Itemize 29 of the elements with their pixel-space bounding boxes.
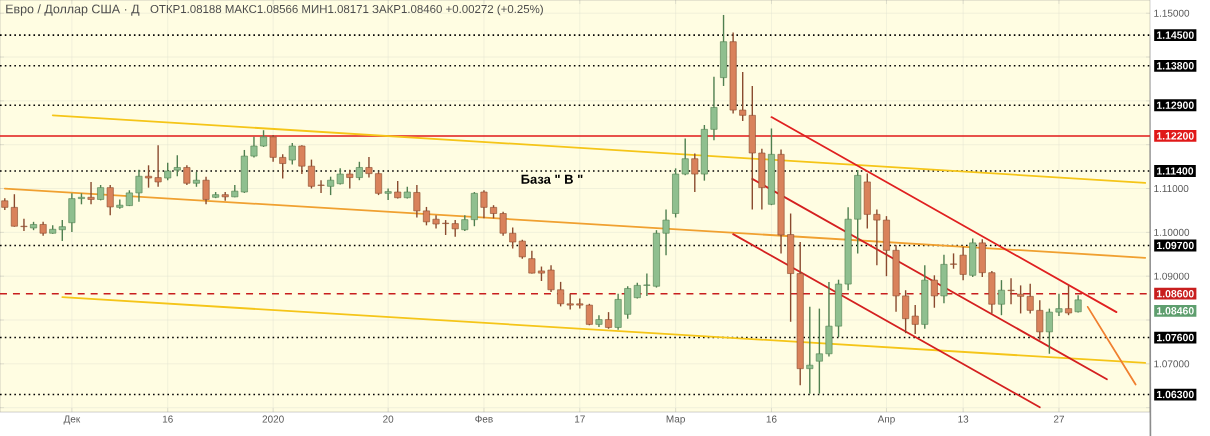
ref-line-label: 1.08600: [1157, 290, 1194, 298]
ref-line-label: 1.12200: [1157, 132, 1194, 140]
annotation: База " B ": [521, 174, 583, 184]
x-tick-label: Мар: [666, 415, 685, 425]
y-tick-label: 1.15000: [1154, 9, 1190, 17]
x-tick-label: 17: [575, 415, 585, 423]
ref-line-label: 1.07600: [1157, 333, 1194, 342]
y-tick-label: 1.07000: [1154, 360, 1190, 368]
x-tick-label: 16: [162, 415, 173, 423]
x-tick-label: 27: [1053, 415, 1064, 423]
ref-line-label: 1.09700: [1157, 241, 1194, 250]
chart-subtitle: ОТКР1.08188 МАКС1.08566 МИН1.08171 ЗАКР1.08460 +0.00272 (+0.25%): [150, 4, 543, 16]
x-tick-label: Фев: [475, 415, 493, 423]
x-tick-label: 20: [383, 415, 394, 423]
y-tick-label: 1.09000: [1154, 272, 1190, 280]
x-tick-label: 13: [958, 415, 969, 423]
ref-line-label: 1.11400: [1157, 167, 1194, 175]
ref-line-label: 1.06300: [1157, 390, 1194, 399]
y-tick-label: 1.11000: [1154, 185, 1189, 193]
text: 1.08460: [1157, 307, 1194, 315]
x-tick-label: Апр: [877, 415, 895, 425]
x-tick-label: 16: [766, 415, 777, 423]
chart-title: Евро / Доллар США · Д: [6, 4, 140, 16]
x-tick-label: 2020: [262, 415, 284, 423]
x-tick-label: Дек: [63, 415, 81, 425]
y-tick-label: 1.10000: [1154, 228, 1190, 236]
ref-line-label: 1.13800: [1157, 62, 1194, 70]
ref-line-label: 1.14500: [1157, 31, 1194, 39]
ref-line-label: 1.12900: [1157, 101, 1194, 109]
